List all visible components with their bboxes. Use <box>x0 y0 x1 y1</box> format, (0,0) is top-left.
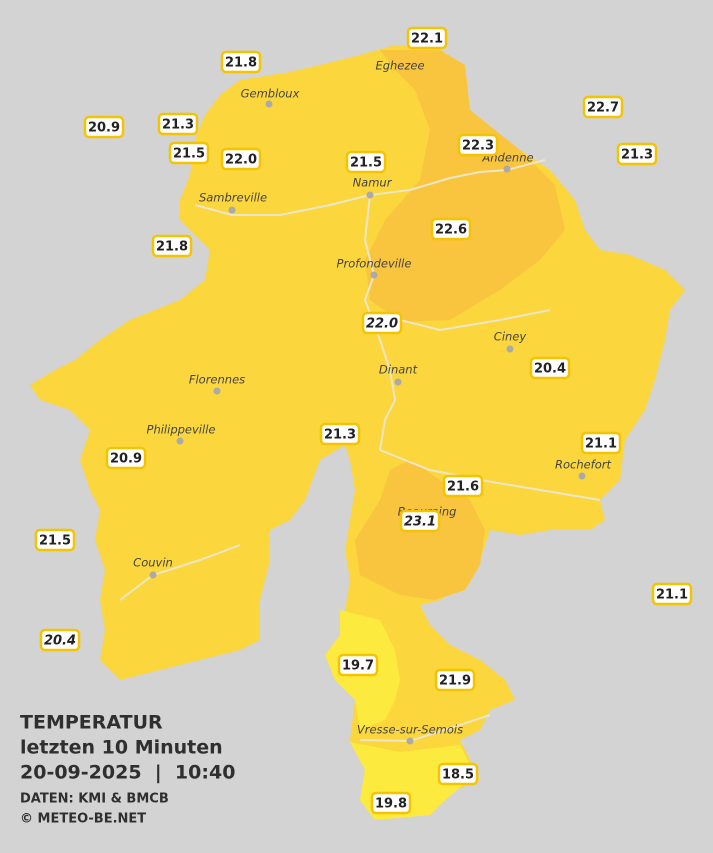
reading-label: 20.9 <box>88 121 120 136</box>
reading-box <box>434 668 476 692</box>
legend-title: TEMPERATUR <box>20 712 163 734</box>
reading-label: 21.8 <box>225 56 257 71</box>
reading-box <box>83 115 125 139</box>
reading-label: 22.0 <box>366 317 398 332</box>
reading-box <box>580 431 622 455</box>
river <box>194 159 546 216</box>
place-name: Eghezee <box>375 59 424 73</box>
place-dot <box>149 571 157 579</box>
reading-label: 22.3 <box>462 139 494 154</box>
place-name: Rochefort <box>555 458 612 472</box>
reading-box <box>168 141 210 165</box>
river <box>363 194 397 451</box>
reading-box <box>151 234 193 258</box>
reading-label: 22.1 <box>411 32 443 47</box>
river <box>119 544 241 601</box>
reading-box <box>651 582 693 606</box>
legend-datetime: 20-09-2025 | 10:40 <box>20 762 235 784</box>
reading-box <box>406 26 448 50</box>
place-dot <box>213 387 221 395</box>
reading-label: 20.4 <box>44 634 76 649</box>
reading-label: 21.3 <box>162 118 194 133</box>
reading-box <box>370 791 412 815</box>
place-name: Ciney <box>494 330 527 344</box>
place-name: Florennes <box>189 373 245 387</box>
place-name: Profondeville <box>337 257 412 271</box>
place-dot <box>406 737 414 745</box>
place-name: Philippeville <box>147 423 216 437</box>
place-name: Dinant <box>379 363 418 377</box>
reading-box <box>430 217 472 241</box>
reading-label: 21.3 <box>621 148 653 163</box>
reading-box <box>437 762 479 786</box>
reading-label: 22.6 <box>435 223 467 238</box>
place-dot <box>503 165 511 173</box>
reading-label: 21.1 <box>585 437 617 452</box>
reading-box <box>157 112 199 136</box>
place-name: Couvin <box>133 556 173 570</box>
reading-label: 22.0 <box>225 153 257 168</box>
reading-label: 21.5 <box>350 156 382 171</box>
reading-box <box>34 528 76 552</box>
reading-label: 19.7 <box>342 659 374 674</box>
place-name: Namur <box>353 176 393 190</box>
reading-box <box>582 95 624 119</box>
reading-label: 21.3 <box>324 428 356 443</box>
legend-source: DATEN: KMI & BMCB <box>20 792 169 807</box>
reading-label: 21.5 <box>173 147 205 162</box>
reading-label: 23.1 <box>404 515 436 530</box>
place-dot <box>366 191 374 199</box>
place-dot <box>506 345 514 353</box>
place-name: Sambreville <box>199 191 267 205</box>
legend-subtitle: letzten 10 Minuten <box>20 737 223 759</box>
reading-box <box>442 474 484 498</box>
warm-zone <box>365 50 565 322</box>
place-dot <box>265 100 273 108</box>
place-dot <box>394 378 402 386</box>
reading-label: 21.6 <box>447 480 479 495</box>
reading-box <box>220 147 262 171</box>
reading-box <box>529 356 571 380</box>
reading-label: 21.5 <box>39 534 71 549</box>
place-dot <box>228 206 236 214</box>
reading-label: 21.9 <box>439 674 471 689</box>
reading-label: 20.4 <box>534 362 566 377</box>
reading-box <box>39 628 81 652</box>
reading-box <box>345 150 387 174</box>
reading-box <box>457 133 499 157</box>
legend-copyright: © METEO-BE.NET <box>20 812 146 827</box>
river <box>359 714 491 743</box>
reading-box <box>399 509 441 533</box>
place-dot <box>370 271 378 279</box>
place-name: Gembloux <box>241 87 300 101</box>
reading-label: 19.8 <box>375 797 407 812</box>
reading-box <box>319 422 361 446</box>
place-name: Vresse-sur-Semois <box>357 723 463 737</box>
reading-label: 18.5 <box>442 768 474 783</box>
reading-box <box>616 142 658 166</box>
reading-box <box>361 311 403 335</box>
reading-box <box>105 446 147 470</box>
reading-box <box>220 50 262 74</box>
river <box>399 309 551 332</box>
reading-label: 21.1 <box>656 588 688 603</box>
readings: 22.1 21.8 20.9 21.3 21.5 22.0 21.5 22.3 22.7 21.3… <box>34 26 693 815</box>
place-dot <box>578 472 586 480</box>
place-dot <box>176 437 184 445</box>
reading-label: 20.9 <box>110 452 142 467</box>
reading-box <box>337 653 379 677</box>
reading-label: 22.7 <box>587 101 619 116</box>
reading-label: 21.8 <box>156 240 188 255</box>
